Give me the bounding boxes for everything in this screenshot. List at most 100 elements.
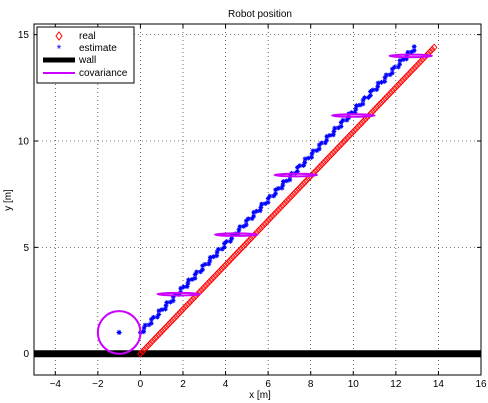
series-layer [34,43,481,358]
real-point [296,183,304,192]
real-point [324,154,331,163]
x-tick-label: −2 [92,379,104,390]
estimate-point [258,204,264,210]
real-point [149,337,156,346]
estimate-point [316,142,322,148]
estimate-point [354,103,359,108]
estimate-point [156,312,162,317]
real-point [198,286,205,294]
estimate-point [159,307,165,313]
estimate-point [257,208,263,214]
real-point [233,249,241,257]
real-point [182,302,189,311]
estimate-point [243,218,249,224]
estimate-point [389,66,395,72]
real-point [227,255,235,264]
estimate-point [382,79,388,84]
estimate-point [259,201,265,207]
real-point [334,144,341,153]
estimate-point [397,58,403,63]
estimate-point [360,101,366,107]
estimate-point [224,239,230,244]
real-point [344,133,351,142]
y-tick-label: 0 [23,349,29,360]
real-point [176,308,184,317]
covariance-ellipse [331,113,376,118]
estimate-point [254,208,260,214]
estimate-point [279,185,285,191]
estimate-point [251,213,257,219]
estimate-point [273,191,278,197]
x-tick-label: −4 [50,379,62,390]
estimate-point [271,193,277,199]
real-point [417,57,424,66]
x-tick-label: 6 [265,379,271,390]
estimate-point [156,308,162,314]
real-point [172,312,180,321]
estimate-point [170,294,176,300]
x-tick-label: 10 [348,379,360,390]
estimate-point [309,151,315,157]
real-point [180,304,187,313]
real-point [206,277,213,286]
estimate-point [207,254,213,260]
real-point [387,88,394,97]
real-point [287,193,294,202]
estimate-point [327,132,333,138]
legend-estimate-label: estimate [79,43,117,54]
estimate-point [389,70,395,76]
legend: real * estimate wall covariance [36,26,135,84]
x-tick-label: 4 [223,379,229,390]
real-point [212,271,219,280]
estimate-point [375,84,381,90]
legend-wall-label: wall [78,55,96,66]
estimate-point [236,227,242,233]
legend-real-marker [55,31,63,41]
estimate-point [237,224,243,230]
real-point [352,125,359,134]
real-point [326,152,333,161]
estimate-point [305,155,311,161]
estimate-point [228,238,233,244]
estimate-point [280,179,286,184]
estimate-point [198,269,203,275]
real-point [204,279,211,288]
real-point [397,78,404,87]
estimate-point [395,64,401,70]
estimate-point [164,300,170,305]
real-point [289,191,296,200]
real-point [383,92,391,101]
x-tick-label: 0 [138,379,144,390]
estimate-point [338,120,344,125]
estimate-point [324,137,330,143]
estimate-point [265,199,271,205]
real-point [259,222,266,231]
real-point [210,273,217,282]
estimate-point [353,106,359,112]
estimate-point [379,79,384,85]
real-point [277,203,284,212]
real-point [267,214,274,222]
estimate-point [331,128,337,134]
real-point [409,66,416,74]
real-point [214,269,221,278]
real-point [389,86,396,95]
real-point [247,234,255,243]
estimate-point [142,322,148,328]
estimate-point [181,284,186,290]
real-point [186,298,193,307]
estimate-point [338,124,344,129]
real-point [379,96,387,105]
real-point [314,164,322,173]
real-point [160,325,168,333]
x-tick-label: 16 [475,379,487,390]
real-point [281,199,288,208]
estimate-point [310,148,316,154]
real-point [265,216,272,225]
covariance-ellipse [273,172,319,178]
real-point [360,117,367,126]
real-point [318,160,325,169]
chart-title: Robot position [228,9,292,20]
real-point [330,148,337,157]
real-point [261,220,268,229]
